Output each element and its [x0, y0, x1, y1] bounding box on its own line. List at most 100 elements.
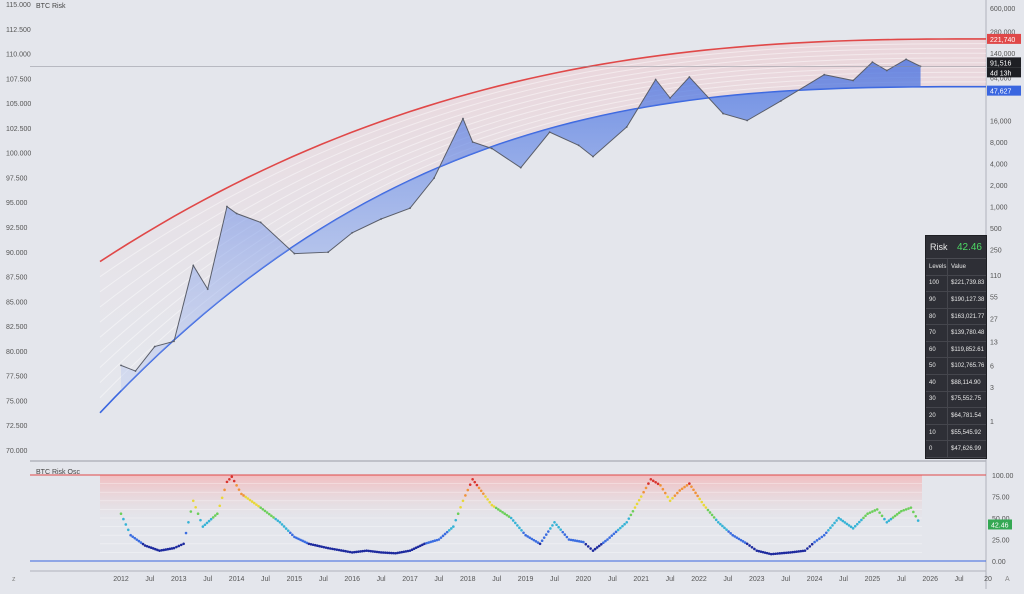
osc-point [179, 543, 183, 547]
osc-point [313, 543, 317, 547]
osc-point [839, 518, 843, 521]
zoom-control[interactable]: z [12, 576, 16, 583]
price-point [134, 370, 137, 372]
osc-point [452, 525, 455, 528]
risk-level: 90 [926, 292, 948, 308]
left-axis-tick: 97.500 [6, 175, 28, 182]
price-point [625, 126, 628, 128]
osc-point [706, 508, 710, 512]
osc-point [680, 487, 684, 491]
osc-point [425, 541, 428, 545]
right-axis-tick: 500 [990, 226, 1002, 233]
lower-price-label-bg [987, 85, 1021, 96]
risk-level-value: $102,765.76 [951, 363, 985, 370]
osc-point [447, 528, 451, 532]
risk-table-row: 50 $102,765.76 [926, 358, 986, 376]
osc-point [412, 547, 416, 551]
auto-scale-button[interactable]: A [1005, 576, 1010, 583]
osc-point [769, 552, 773, 556]
risk-level: 10 [926, 424, 948, 441]
osc-point [536, 541, 540, 544]
osc-point [209, 517, 213, 521]
osc-point [191, 499, 195, 503]
osc-point [853, 524, 857, 528]
osc-point [309, 542, 313, 546]
right-axis-tick: 1,000 [990, 205, 1008, 212]
osc-point [461, 499, 465, 503]
time-axis-tick: 2012 [113, 576, 129, 583]
osc-point [619, 526, 622, 530]
osc-current-value: 42.46 [991, 522, 1009, 529]
osc-point [339, 549, 343, 552]
osc-axis-tick: 100.00 [992, 473, 1014, 480]
current-price-label-bg [987, 57, 1021, 68]
osc-point [205, 521, 209, 525]
osc-point [851, 527, 855, 530]
osc-point [303, 540, 307, 544]
osc-point [883, 517, 886, 521]
risk-level-line [99, 52, 986, 308]
left-axis-tick: 107.500 [6, 76, 31, 83]
left-axis-tick: 70.000 [6, 448, 28, 455]
osc-point [635, 502, 639, 506]
risk-table-row: 0 $47,626.99 [926, 441, 986, 458]
current-price-label: 91,516 [990, 60, 1012, 67]
price-point [490, 147, 493, 150]
osc-point [352, 550, 356, 554]
left-axis-tick: 92.500 [6, 225, 28, 232]
osc-point [385, 551, 389, 555]
osc-point [439, 536, 443, 539]
osc-point [175, 545, 178, 549]
osc-point [599, 542, 603, 546]
risk-level: 20 [926, 408, 948, 424]
grid [30, 0, 987, 589]
osc-point [806, 547, 809, 550]
time-axis-tick: 2025 [865, 576, 881, 583]
osc-point [659, 484, 662, 487]
osc-point [573, 539, 577, 542]
osc-point [394, 551, 397, 555]
osc-point [895, 513, 899, 516]
risk-level: 80 [926, 308, 948, 325]
risk-table-row: 90 $190,127.38 [926, 292, 986, 309]
osc-point [719, 522, 722, 526]
osc-point [433, 539, 437, 543]
osc-point [365, 549, 368, 552]
osc-point [301, 539, 304, 543]
time-axis-tick: Jul [203, 576, 212, 583]
osc-point [637, 498, 641, 502]
risk-rows: Levels Value 100 $221,739.83 90 $190,127.38… [926, 259, 986, 458]
left-axis-tick: 100.000 [6, 151, 31, 158]
price-point [409, 207, 411, 210]
osc-point [261, 508, 265, 511]
osc-point [575, 539, 579, 543]
risk-level-value: $139,780.48 [951, 330, 985, 337]
osc-point [154, 547, 157, 551]
osc-point [445, 530, 449, 534]
osc-point [492, 505, 496, 508]
osc-point [593, 547, 597, 551]
osc-point [723, 526, 726, 530]
osc-point [567, 538, 571, 541]
time-axis-tick: 2018 [460, 576, 476, 583]
time-axis-tick: Jul [261, 576, 270, 583]
right-axis-tick: 64,000 [990, 75, 1012, 82]
osc-point [757, 549, 761, 553]
upper-price-label: 221,740 [990, 37, 1015, 44]
osc-point [513, 521, 517, 525]
risk-table-row: 40 $88,114.90 [926, 375, 986, 392]
price-point [192, 264, 195, 267]
osc-point [765, 551, 769, 555]
osc-point [799, 549, 803, 553]
price-point [669, 97, 671, 99]
osc-point [396, 551, 399, 555]
osc-point [829, 526, 832, 530]
risk-level: 60 [926, 341, 948, 358]
price-point [779, 100, 782, 102]
osc-point [318, 544, 321, 548]
osc-point [616, 528, 620, 532]
left-axis-tick: 110.000 [6, 52, 31, 59]
osc-point [499, 509, 502, 513]
osc-point [316, 544, 319, 548]
osc-point [563, 533, 567, 536]
